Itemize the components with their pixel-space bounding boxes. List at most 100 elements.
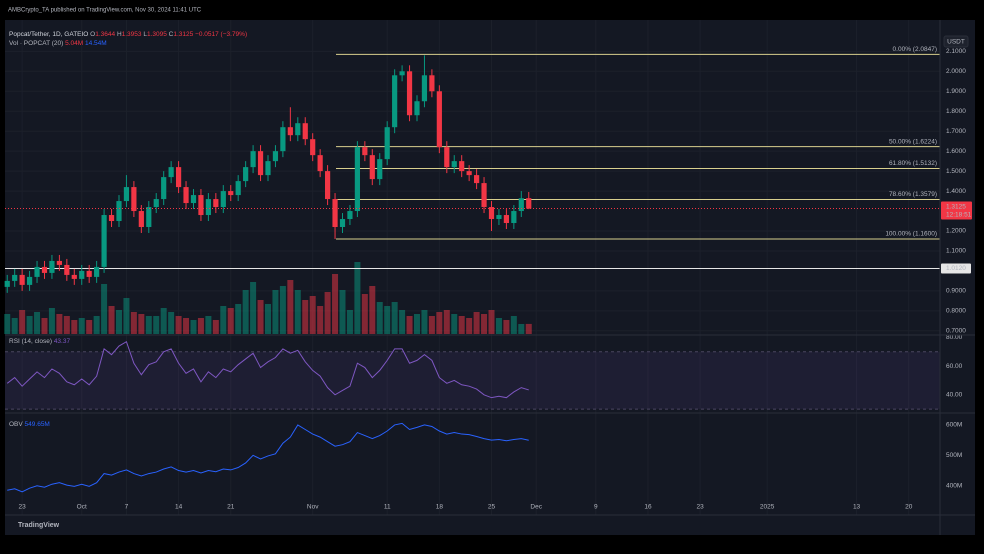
volume-bar xyxy=(11,318,18,334)
change: −0.0517 (−3.79%) xyxy=(195,31,247,38)
volume-bar xyxy=(115,310,122,334)
volume-bar xyxy=(160,308,167,334)
candle-body xyxy=(138,211,144,228)
candle-body xyxy=(511,211,517,224)
candle-body xyxy=(526,198,532,209)
volume-bar xyxy=(428,316,435,334)
candle-body xyxy=(354,147,360,212)
volume-bar xyxy=(197,318,204,334)
candle-body xyxy=(310,139,316,156)
volume-bar xyxy=(130,312,137,334)
candle-body xyxy=(250,151,256,168)
x-tick-label: 23 xyxy=(19,504,27,511)
ohlc-value: 1.3125 xyxy=(173,31,193,38)
candle-body xyxy=(392,75,398,128)
candle-body xyxy=(235,181,241,196)
candle-body xyxy=(198,195,204,216)
candle-body xyxy=(466,171,472,176)
volume-bar xyxy=(391,302,398,334)
x-tick-label: 18 xyxy=(436,504,444,511)
candle-body xyxy=(213,199,219,208)
volume-bar xyxy=(309,296,316,334)
volume-bar xyxy=(406,316,413,334)
candle-body xyxy=(280,127,286,152)
x-tick-label: 2025 xyxy=(760,504,775,511)
x-tick-label: 9 xyxy=(594,504,598,511)
candle-body xyxy=(503,215,509,224)
support-tag xyxy=(941,263,971,274)
candle-body xyxy=(101,215,107,267)
rsi-tick-label: 40.00 xyxy=(946,392,963,399)
volume-bar xyxy=(48,308,55,334)
candle-body xyxy=(220,191,226,208)
volume-bar xyxy=(324,292,331,334)
currency[interactable]: USDT xyxy=(947,39,965,46)
ohlc-label: H xyxy=(117,31,122,38)
volume-value: 5.04M xyxy=(65,40,83,47)
y-tick-label: 1.8000 xyxy=(946,108,966,115)
candle-body xyxy=(481,183,487,208)
candle-body xyxy=(362,147,368,156)
volume-bar xyxy=(369,286,376,334)
x-tick-label: 21 xyxy=(227,504,235,511)
x-tick-label: 23 xyxy=(696,504,704,511)
volume-bar xyxy=(101,284,108,334)
candle-body xyxy=(302,123,308,140)
candle-body xyxy=(131,187,137,212)
candle-body xyxy=(56,260,62,265)
volume-bar xyxy=(4,314,11,334)
y-tick-label: 1.1000 xyxy=(946,248,966,255)
candle-body xyxy=(265,161,271,176)
volume-bar xyxy=(71,320,78,334)
rsi-name: RSI (14, close) xyxy=(9,338,52,345)
support-label: 1.0120 xyxy=(946,265,966,272)
fib-label: 0.00% (2.0847) xyxy=(893,46,937,53)
last-price-tag xyxy=(941,201,972,220)
rsi-band xyxy=(5,351,940,410)
candle-body xyxy=(49,260,55,273)
volume-bar xyxy=(227,308,234,334)
volume-bar xyxy=(302,300,309,334)
candle-body xyxy=(332,199,338,228)
candle-body xyxy=(518,198,524,212)
candle-body xyxy=(86,270,92,277)
candle-body xyxy=(64,264,70,275)
candle-body xyxy=(399,71,405,76)
y-tick-label: 1.9000 xyxy=(946,88,966,95)
fib-label: 61.80% (1.5132) xyxy=(889,160,937,167)
legend-rsi: RSI (14, close) 43.37 xyxy=(9,338,70,345)
ohlc-value: 1.3953 xyxy=(122,31,142,38)
candle-body xyxy=(287,127,293,136)
y-tick-label: 0.7000 xyxy=(946,328,966,335)
volume-bar xyxy=(183,318,190,334)
x-tick-label: 14 xyxy=(175,504,183,511)
volume-bar xyxy=(250,282,257,334)
symbol: Popcat/Tether, 1D, GATEIO xyxy=(9,31,88,38)
volume-bar xyxy=(339,290,346,334)
volume-bar xyxy=(153,316,160,334)
legend-volume: Vol · POPCAT (20) 5.04M 14.54M xyxy=(9,40,107,47)
obv-tick-label: 600M xyxy=(946,422,962,429)
candle-body xyxy=(146,207,152,228)
volume-bar xyxy=(361,294,368,334)
volume-bar xyxy=(473,312,480,334)
candle-body xyxy=(496,215,502,220)
candle-body xyxy=(79,270,85,279)
candle-body xyxy=(34,266,40,277)
volume-bar xyxy=(443,310,450,334)
chart-area xyxy=(5,20,975,535)
rsi-value: 43.37 xyxy=(54,338,71,345)
legend-main: Popcat/Tether, 1D, GATEIO O1.3644 H1.395… xyxy=(9,31,247,38)
candle-body xyxy=(384,127,390,160)
volume-bar xyxy=(495,318,502,334)
volume-bar xyxy=(123,298,130,334)
countdown: 12:18:51 xyxy=(946,211,972,218)
ohlc-label: L xyxy=(143,31,147,38)
volume-bar xyxy=(510,316,517,334)
volume-bar xyxy=(413,314,420,334)
candle-body xyxy=(347,211,353,220)
currency-box[interactable] xyxy=(943,35,969,48)
candle-body xyxy=(123,187,130,202)
candle-body xyxy=(94,266,100,277)
